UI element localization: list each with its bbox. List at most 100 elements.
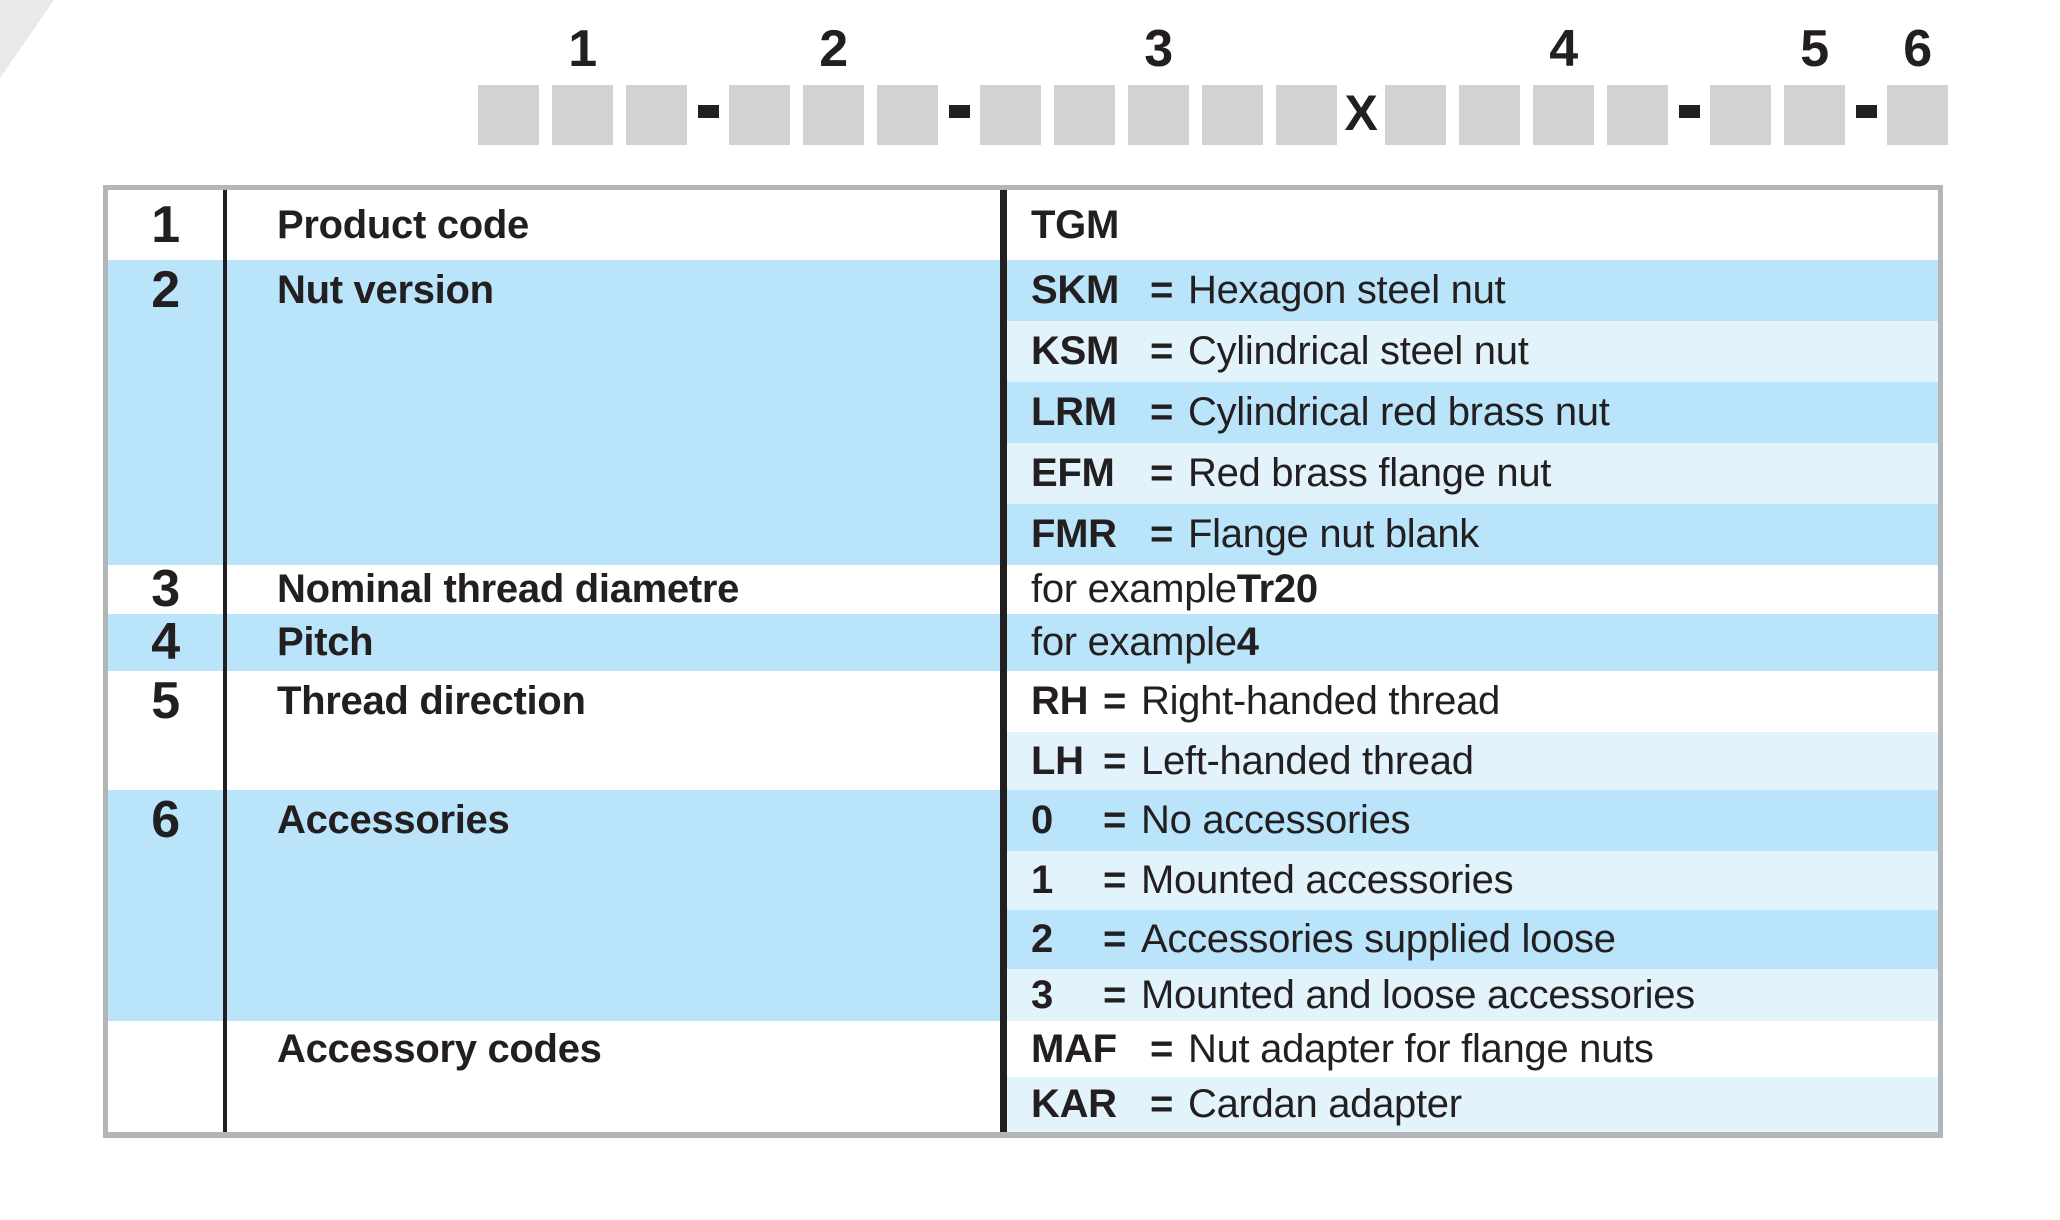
section-number: 4 xyxy=(108,614,227,671)
equals-sign: = xyxy=(1103,738,1127,783)
code-character-box xyxy=(1533,85,1594,145)
value-code: 0 xyxy=(1031,798,1053,842)
section-number: 6 xyxy=(108,790,227,1021)
value-code: TGM xyxy=(1031,202,1119,247)
code-segment-number: 4 xyxy=(1549,20,1578,78)
section-label: Accessory codes xyxy=(227,1021,1007,1132)
code-character-box xyxy=(1054,85,1115,145)
equals-sign: = xyxy=(1103,679,1127,723)
code-segment-number: 5 xyxy=(1800,20,1829,78)
value-description: Flange nut blank xyxy=(1188,512,1479,556)
code-character-box xyxy=(877,85,938,145)
code-character-box xyxy=(478,85,539,145)
code-segment-number: 3 xyxy=(1144,20,1173,78)
section-label: Accessories xyxy=(227,790,1007,1021)
value-row: for example Tr20 xyxy=(1007,565,1938,614)
value-code: 2 xyxy=(1031,917,1053,961)
code-separator-dash xyxy=(1678,105,1700,118)
section-values: MAF = Nut adapter for flange nuts KAR = Carda… xyxy=(1007,1021,1938,1132)
value-code: EFM xyxy=(1031,451,1115,495)
code-character-box xyxy=(1276,85,1337,145)
code-character-box xyxy=(803,85,864,145)
equals-sign: = xyxy=(1150,1082,1174,1126)
example-value: 4 xyxy=(1236,620,1259,664)
code-character-box xyxy=(552,85,613,145)
section-values: SKM = Hexagon steel nut KSM = Cylindrical ste… xyxy=(1007,260,1938,565)
code-separator-dash xyxy=(1855,105,1877,118)
code-character-box xyxy=(1202,85,1263,145)
value-row: 3 = Mounted and loose accessories xyxy=(1007,969,1938,1021)
value-code: LRM xyxy=(1031,390,1117,434)
equals-sign: = xyxy=(1150,390,1174,434)
value-row: LH = Left-handed thread xyxy=(1007,732,1938,790)
value-description: Red brass flange nut xyxy=(1188,451,1552,495)
value-row: SKM = Hexagon steel nut xyxy=(1007,260,1938,321)
value-row: FMR = Flange nut blank xyxy=(1007,504,1938,565)
value-description: Cylindrical steel nut xyxy=(1188,329,1529,373)
code-separator-dash xyxy=(948,105,970,118)
section-values: for example Tr20 xyxy=(1007,565,1938,614)
table-section: 1 Product code TGM xyxy=(108,190,1938,260)
value-code: KAR xyxy=(1031,1082,1117,1126)
table-section: 3 Nominal thread diametre for example Tr20 xyxy=(108,563,1938,615)
section-label: Nut version xyxy=(227,260,1007,565)
equals-sign: = xyxy=(1150,512,1174,556)
value-code: 3 xyxy=(1031,972,1053,1017)
value-row: 0 = No accessories xyxy=(1007,790,1938,851)
value-code: LH xyxy=(1031,738,1084,783)
value-row: 1 = Mounted accessories xyxy=(1007,851,1938,910)
value-description: Cardan adapter xyxy=(1188,1082,1462,1126)
value-code: MAF xyxy=(1031,1026,1117,1071)
value-code: KSM xyxy=(1031,329,1119,373)
value-description: Nut adapter for flange nuts xyxy=(1188,1026,1654,1071)
section-number: 1 xyxy=(108,190,227,260)
code-separator-dash xyxy=(697,105,719,118)
section-number: 2 xyxy=(108,260,227,565)
section-number: 5 xyxy=(108,671,227,790)
section-number: 3 xyxy=(108,563,227,615)
value-description: Hexagon steel nut xyxy=(1188,268,1506,312)
code-character-box xyxy=(980,85,1041,145)
equals-sign: = xyxy=(1150,451,1174,495)
equals-sign: = xyxy=(1103,798,1127,842)
value-description: Cylindrical red brass nut xyxy=(1188,390,1610,434)
ordering-key-table: 1 Product code TGM 2 Nut version SKM = Hexagon … xyxy=(103,185,1943,1138)
code-character-box xyxy=(626,85,687,145)
code-segment-number: 1 xyxy=(568,20,597,78)
value-description: No accessories xyxy=(1141,798,1411,842)
code-character-box xyxy=(1607,85,1668,145)
code-separator-x: X xyxy=(1344,85,1378,141)
value-row: for example 4 xyxy=(1007,614,1938,671)
value-row: KAR = Cardan adapter xyxy=(1007,1077,1938,1132)
value-description: Left-handed thread xyxy=(1141,738,1474,783)
section-values: 0 = No accessories 1 = Mounted accessories 2 = A… xyxy=(1007,790,1938,1021)
section-number xyxy=(108,1021,227,1132)
value-row: TGM xyxy=(1007,190,1938,260)
equals-sign: = xyxy=(1150,329,1174,373)
section-label: Pitch xyxy=(227,614,1007,671)
value-code: FMR xyxy=(1031,512,1117,556)
value-row: KSM = Cylindrical steel nut xyxy=(1007,321,1938,382)
code-character-box xyxy=(1128,85,1189,145)
example-value: Tr20 xyxy=(1236,567,1318,611)
table-section: 6 Accessories 0 = No accessories 1 = Mounted ac… xyxy=(108,790,1938,1021)
section-values: TGM xyxy=(1007,190,1938,260)
code-character-box xyxy=(1710,85,1771,145)
value-row: EFM = Red brass flange nut xyxy=(1007,443,1938,504)
value-code: SKM xyxy=(1031,268,1119,312)
equals-sign: = xyxy=(1103,858,1127,902)
value-description: Accessories supplied loose xyxy=(1141,917,1616,961)
product-code-diagram: 1 2 3 X 4 5 6 xyxy=(0,0,2060,170)
code-character-box xyxy=(1887,85,1948,145)
page-corner-decoration xyxy=(0,0,54,78)
table-section: 4 Pitch for example 4 xyxy=(108,614,1938,671)
example-prefix: for example xyxy=(1031,567,1237,611)
equals-sign: = xyxy=(1103,972,1127,1017)
code-character-box xyxy=(1459,85,1520,145)
section-values: for example 4 xyxy=(1007,614,1938,671)
value-row: 2 = Accessories supplied loose xyxy=(1007,910,1938,969)
section-label: Thread direction xyxy=(227,671,1007,790)
code-character-box xyxy=(1385,85,1446,145)
code-character-box xyxy=(729,85,790,145)
section-label: Product code xyxy=(227,190,1007,260)
